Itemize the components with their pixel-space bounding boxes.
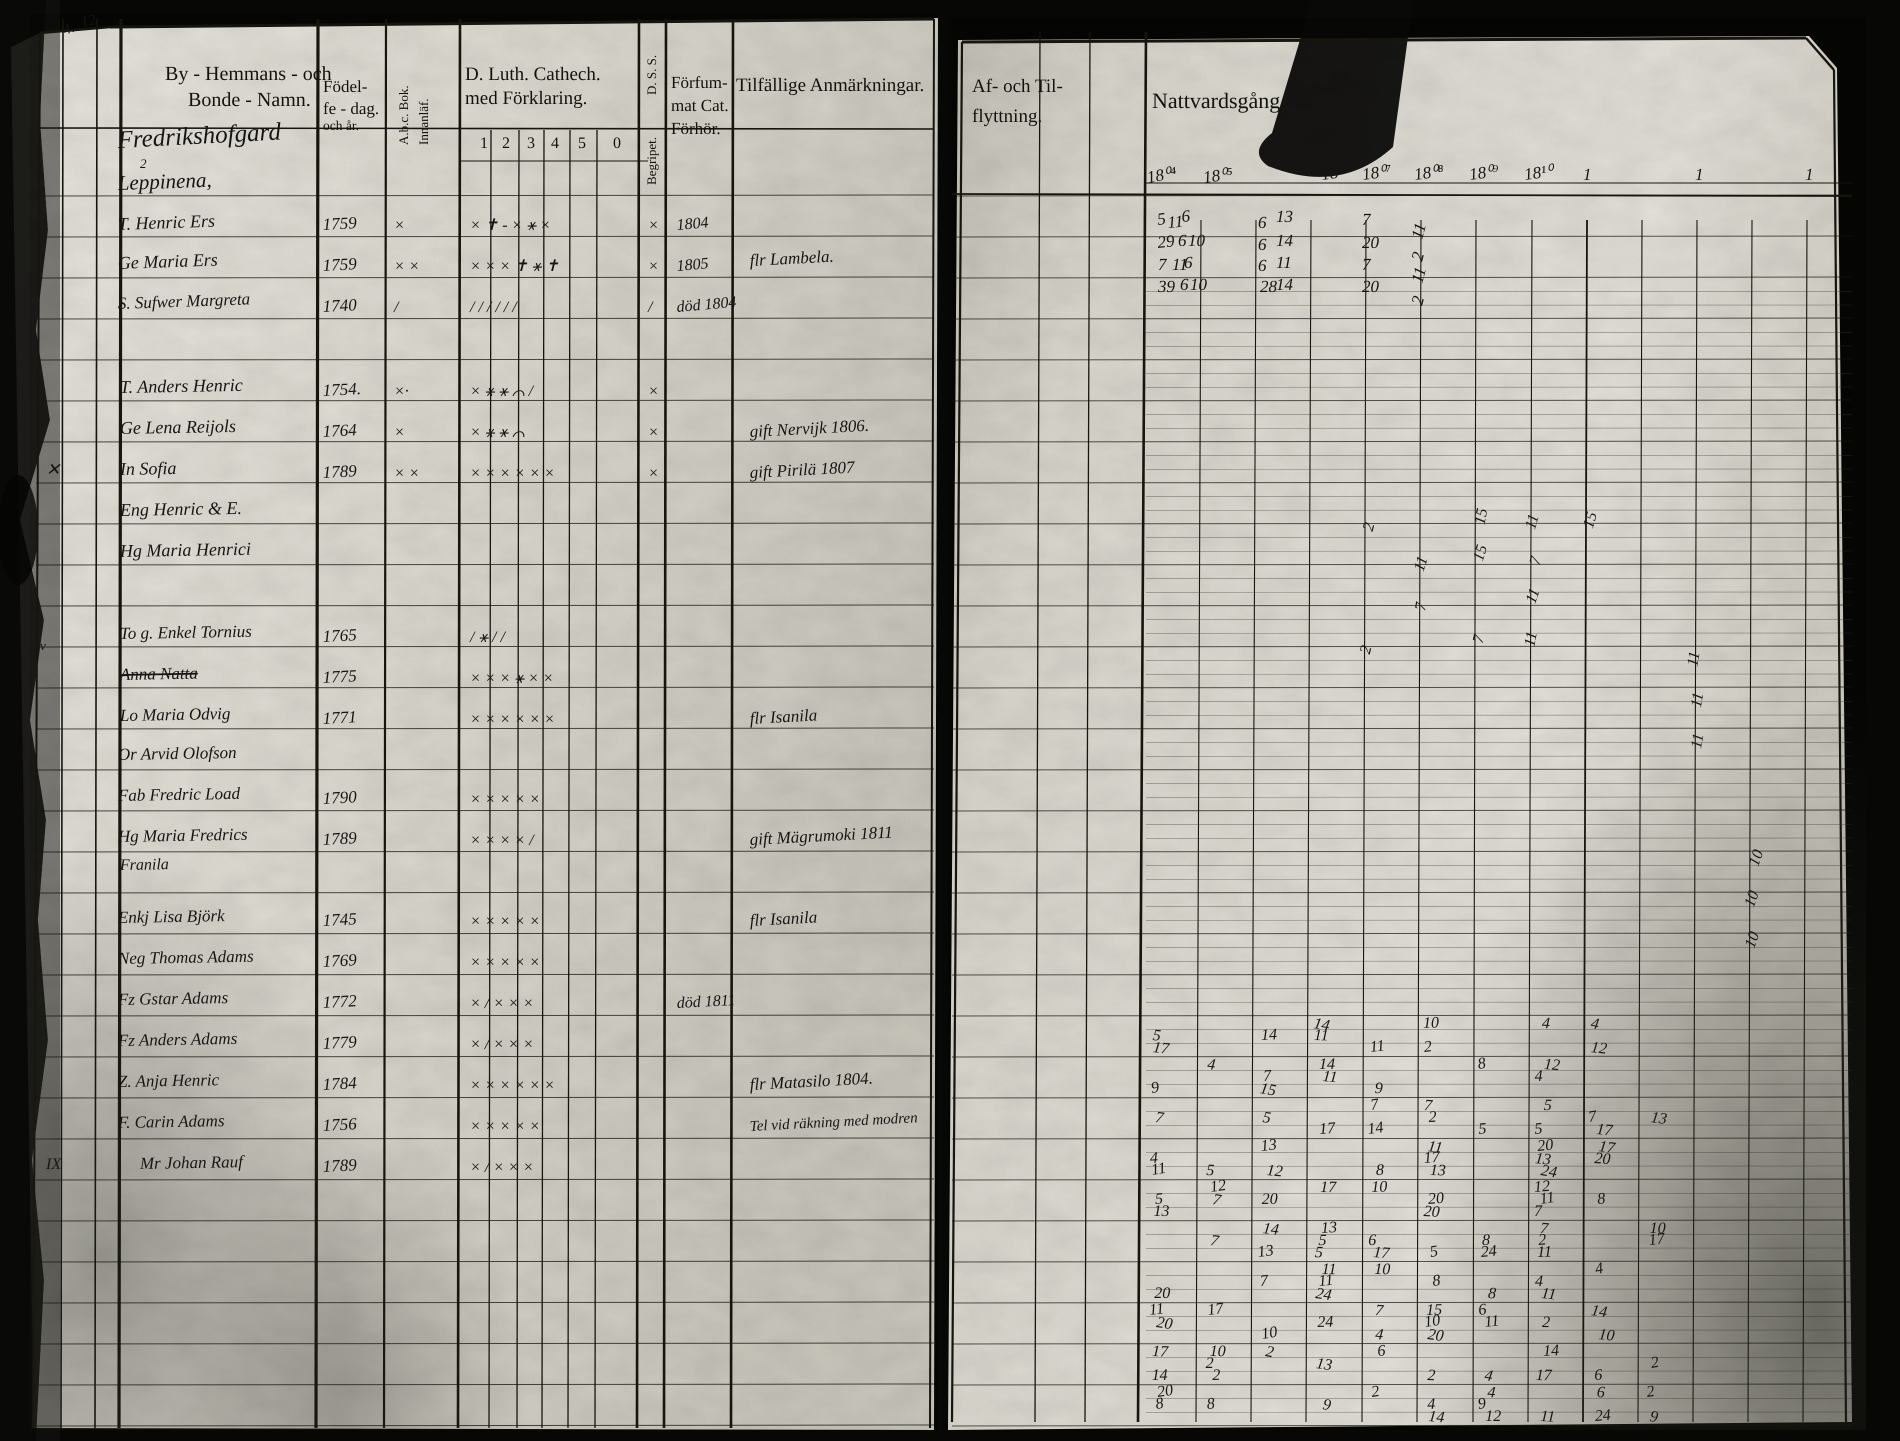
svg-text:11: 11 xyxy=(1684,650,1703,668)
svg-text:17: 17 xyxy=(1596,1121,1615,1140)
svg-text:14: 14 xyxy=(1590,1302,1608,1321)
svg-text:4: 4 xyxy=(1375,1326,1385,1344)
svg-text:17: 17 xyxy=(1536,1367,1553,1384)
svg-text:14: 14 xyxy=(1152,1367,1168,1384)
svg-text:11: 11 xyxy=(1540,1408,1556,1426)
svg-text:10: 10 xyxy=(1598,1326,1616,1345)
svg-text:4: 4 xyxy=(1534,1068,1542,1085)
svg-text:11: 11 xyxy=(1688,732,1707,750)
svg-text:13: 13 xyxy=(1260,1136,1278,1155)
svg-text:10: 10 xyxy=(1374,1261,1390,1278)
svg-text:15: 15 xyxy=(1259,1080,1278,1099)
svg-text:11: 11 xyxy=(1369,1037,1386,1056)
svg-text:24: 24 xyxy=(1317,1313,1334,1331)
svg-text:17: 17 xyxy=(1206,1300,1225,1319)
svg-text:14: 14 xyxy=(1261,1026,1278,1044)
svg-text:17: 17 xyxy=(1152,1039,1171,1058)
svg-text:13: 13 xyxy=(1430,1162,1446,1179)
svg-text:17: 17 xyxy=(1648,1230,1667,1249)
svg-text:5: 5 xyxy=(1478,1120,1487,1137)
svg-text:11: 11 xyxy=(1314,1027,1329,1044)
svg-text:4: 4 xyxy=(1487,1384,1496,1402)
svg-text:10: 10 xyxy=(1423,1014,1440,1032)
svg-text:8: 8 xyxy=(1376,1162,1384,1179)
svg-text:8: 8 xyxy=(1596,1190,1606,1208)
svg-text:12: 12 xyxy=(1543,1056,1560,1074)
svg-text:20: 20 xyxy=(1155,1314,1173,1333)
svg-text:5: 5 xyxy=(1314,1244,1323,1261)
svg-text:14: 14 xyxy=(1262,1220,1280,1239)
svg-text:20: 20 xyxy=(1154,1285,1170,1302)
svg-text:15: 15 xyxy=(1472,507,1492,526)
svg-text:20: 20 xyxy=(1262,1191,1278,1208)
svg-text:20: 20 xyxy=(1423,1203,1440,1221)
svg-text:14: 14 xyxy=(1543,1342,1560,1360)
svg-text:12: 12 xyxy=(1485,1408,1501,1425)
svg-text:24: 24 xyxy=(1314,1285,1332,1304)
svg-text:2: 2 xyxy=(1427,1367,1436,1384)
svg-text:10: 10 xyxy=(1260,1324,1278,1343)
svg-text:2: 2 xyxy=(1428,1109,1437,1126)
svg-text:9: 9 xyxy=(1374,1080,1383,1097)
svg-text:6: 6 xyxy=(1594,1367,1603,1384)
svg-text:10: 10 xyxy=(1371,1178,1388,1196)
svg-text:11: 11 xyxy=(1688,691,1707,709)
svg-text:6: 6 xyxy=(1597,1384,1606,1401)
svg-text:7: 7 xyxy=(1534,1203,1543,1220)
svg-text:17: 17 xyxy=(1320,1179,1337,1196)
svg-text:17: 17 xyxy=(1318,1120,1336,1138)
svg-text:11: 11 xyxy=(1540,1285,1557,1303)
svg-text:5: 5 xyxy=(1206,1162,1215,1179)
svg-text:17: 17 xyxy=(1373,1244,1391,1262)
svg-text:24: 24 xyxy=(1480,1243,1497,1261)
svg-text:4: 4 xyxy=(1541,1015,1550,1032)
svg-text:20: 20 xyxy=(1594,1150,1611,1168)
svg-text:13: 13 xyxy=(1257,1242,1275,1261)
svg-text:12: 12 xyxy=(1590,1039,1608,1058)
svg-text:8: 8 xyxy=(1487,1285,1496,1303)
svg-text:14: 14 xyxy=(1428,1408,1446,1427)
svg-text:5: 5 xyxy=(1534,1120,1544,1138)
svg-text:13: 13 xyxy=(1153,1203,1169,1220)
svg-text:11: 11 xyxy=(1322,1068,1338,1086)
svg-text:2: 2 xyxy=(1542,1314,1550,1331)
svg-text:12: 12 xyxy=(1266,1162,1284,1180)
svg-text:2: 2 xyxy=(1212,1367,1220,1384)
svg-text:13: 13 xyxy=(1315,1355,1333,1374)
svg-text:14: 14 xyxy=(1366,1119,1384,1138)
svg-text:13: 13 xyxy=(1650,1109,1668,1128)
svg-text:5: 5 xyxy=(1543,1097,1552,1114)
svg-text:11: 11 xyxy=(1537,1244,1552,1261)
svg-text:24: 24 xyxy=(1594,1407,1611,1425)
svg-text:20: 20 xyxy=(1427,1326,1445,1345)
svg-text:17: 17 xyxy=(1152,1343,1170,1361)
svg-text:6: 6 xyxy=(1377,1342,1387,1360)
svg-text:11: 11 xyxy=(1484,1312,1501,1331)
svg-text:11: 11 xyxy=(1150,1160,1167,1179)
